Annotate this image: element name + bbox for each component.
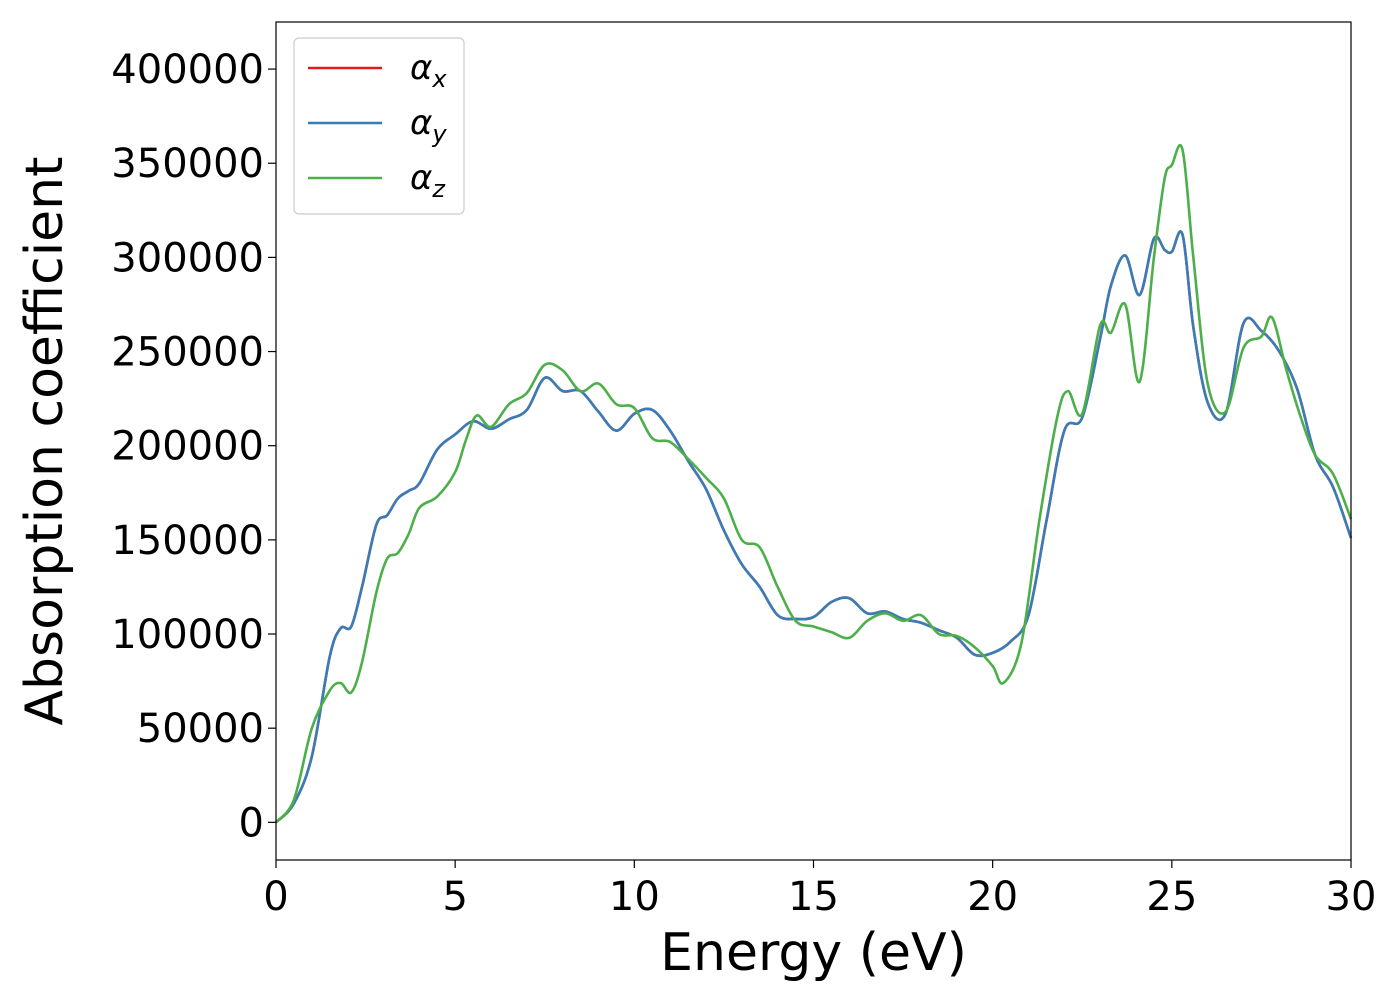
y-tick-label: 300000 — [111, 235, 264, 281]
y-tick-label: 400000 — [111, 47, 264, 93]
x-tick-label: 25 — [1146, 874, 1197, 920]
x-axis: 0 5 10 15 20 25 30 — [263, 860, 1376, 920]
y-tick-label: 350000 — [111, 141, 264, 187]
y-tick-label: 100000 — [111, 612, 264, 658]
x-axis-label: Energy (eV) — [660, 923, 967, 983]
series-line-alpha-y — [276, 231, 1351, 822]
series-lines — [276, 145, 1351, 822]
series-line-alpha-x — [276, 231, 1351, 822]
x-tick-label: 0 — [263, 874, 288, 920]
y-tick-label: 200000 — [111, 424, 264, 470]
x-tick-label: 15 — [788, 874, 839, 920]
y-tick-label: 250000 — [111, 330, 264, 376]
x-tick-label: 10 — [609, 874, 660, 920]
y-tick-label: 0 — [239, 800, 264, 846]
series-line-alpha-z — [276, 145, 1351, 822]
y-tick-label: 150000 — [111, 518, 264, 564]
y-tick-label: 50000 — [137, 706, 264, 752]
y-axis: 0 50000 100000 150000 200000 250000 300000 3500… — [111, 47, 276, 846]
y-axis-label: Absorption coefficient — [15, 156, 75, 725]
x-tick-label: 5 — [442, 874, 467, 920]
x-tick-label: 30 — [1326, 874, 1377, 920]
x-tick-label: 20 — [967, 874, 1018, 920]
